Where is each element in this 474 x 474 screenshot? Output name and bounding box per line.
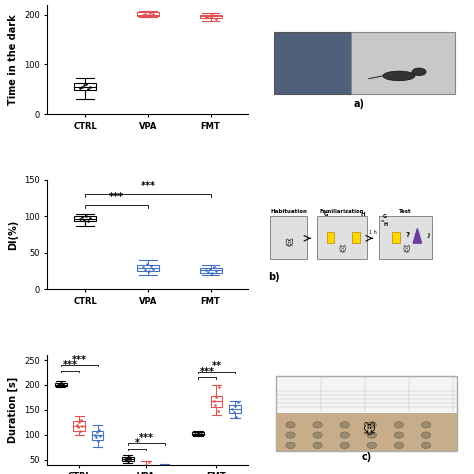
Text: 🐭: 🐭 — [362, 424, 375, 437]
Circle shape — [313, 422, 322, 428]
Text: b): b) — [268, 272, 280, 282]
Text: *: * — [135, 438, 139, 448]
Text: J: J — [428, 233, 429, 238]
Circle shape — [286, 442, 295, 448]
Circle shape — [367, 422, 376, 428]
Text: 🐭: 🐭 — [284, 238, 293, 247]
Text: ***: *** — [140, 181, 155, 191]
Circle shape — [286, 432, 295, 438]
Y-axis label: Time in the dark: Time in the dark — [9, 14, 18, 105]
Text: Familiarization: Familiarization — [320, 209, 364, 214]
Ellipse shape — [383, 71, 415, 81]
Text: ***: *** — [109, 192, 124, 202]
Text: H: H — [360, 212, 365, 217]
Text: **: ** — [211, 362, 221, 372]
Circle shape — [421, 432, 431, 438]
Text: Test: Test — [399, 209, 412, 214]
Text: ***: *** — [139, 433, 154, 443]
Text: G: G — [324, 212, 328, 217]
Circle shape — [394, 422, 403, 428]
Circle shape — [313, 442, 322, 448]
FancyBboxPatch shape — [276, 412, 457, 451]
Text: Habituation: Habituation — [270, 209, 307, 214]
Circle shape — [340, 442, 349, 448]
Text: or: or — [381, 219, 385, 223]
FancyBboxPatch shape — [392, 232, 400, 243]
Circle shape — [421, 442, 431, 448]
Y-axis label: DI(%): DI(%) — [9, 219, 18, 250]
Text: a): a) — [353, 100, 365, 109]
Y-axis label: Duration [s]: Duration [s] — [8, 377, 18, 443]
Circle shape — [340, 432, 349, 438]
Circle shape — [394, 432, 403, 438]
Circle shape — [367, 442, 376, 448]
FancyBboxPatch shape — [270, 217, 307, 259]
Text: ✦: ✦ — [301, 21, 309, 31]
Circle shape — [421, 422, 431, 428]
FancyBboxPatch shape — [276, 375, 457, 451]
Text: ***: *** — [72, 355, 87, 365]
FancyBboxPatch shape — [274, 32, 351, 94]
Circle shape — [367, 432, 376, 438]
Circle shape — [313, 432, 322, 438]
Text: G: G — [383, 214, 387, 219]
Text: 🐭: 🐭 — [402, 246, 409, 253]
Text: ***: *** — [63, 360, 78, 371]
Polygon shape — [413, 228, 421, 243]
FancyBboxPatch shape — [352, 232, 360, 243]
FancyBboxPatch shape — [351, 32, 455, 94]
Ellipse shape — [412, 68, 426, 75]
FancyBboxPatch shape — [379, 217, 432, 259]
Text: ?: ? — [405, 232, 410, 238]
FancyBboxPatch shape — [317, 217, 367, 259]
FancyBboxPatch shape — [327, 232, 335, 243]
Circle shape — [394, 442, 403, 448]
Text: 🐭: 🐭 — [338, 246, 346, 253]
Text: ***: *** — [200, 367, 215, 377]
Text: H: H — [383, 221, 387, 227]
Text: 1 h: 1 h — [369, 230, 376, 235]
Circle shape — [286, 422, 295, 428]
Text: c): c) — [362, 452, 372, 463]
Circle shape — [340, 422, 349, 428]
